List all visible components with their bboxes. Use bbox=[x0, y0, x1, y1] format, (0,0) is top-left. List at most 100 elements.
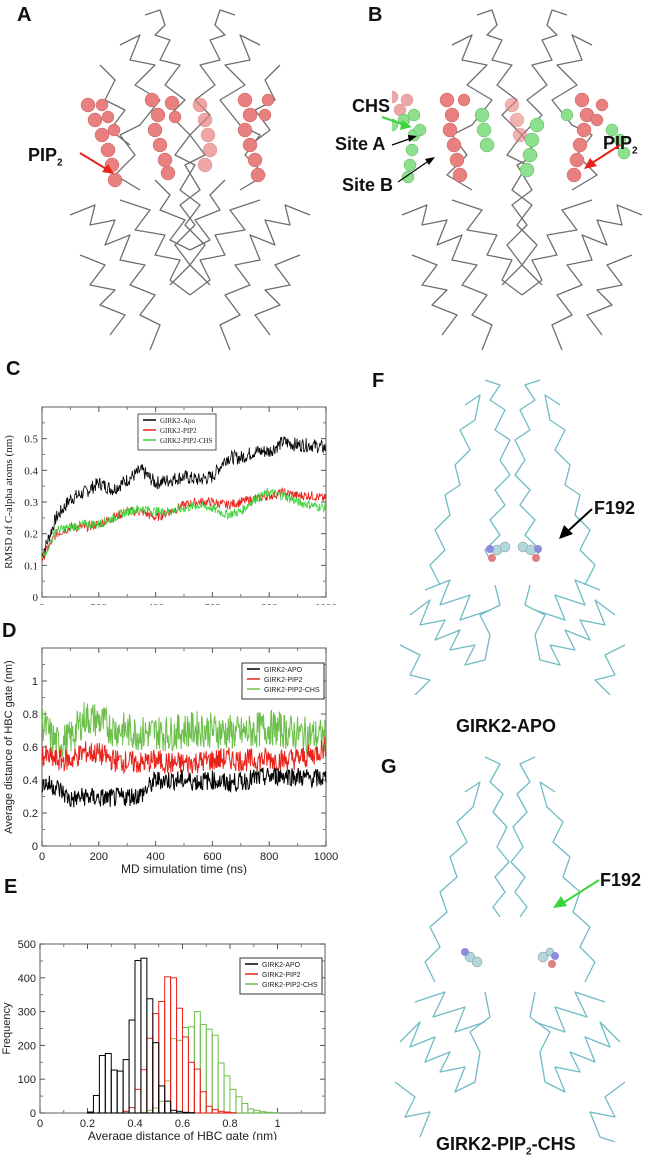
histogram-bar bbox=[122, 1059, 130, 1114]
panel-d-letter: D bbox=[2, 620, 17, 642]
series-line bbox=[41, 736, 327, 775]
histogram-bar bbox=[128, 1019, 136, 1114]
x-tick-label: 200 bbox=[90, 851, 108, 863]
histogram-bar bbox=[193, 1068, 201, 1114]
panel-b-letter: B bbox=[368, 4, 383, 26]
y-axis-label: Average distance of HBC gate (nm) bbox=[3, 660, 15, 833]
histogram-bar bbox=[176, 1110, 183, 1114]
histogram-bar bbox=[199, 1023, 207, 1114]
legend-entry: GIRK2-PIP2 bbox=[262, 972, 301, 979]
panel-b-protein-structure bbox=[392, 9, 643, 351]
y-tick-label: 500 bbox=[18, 939, 36, 951]
series-line bbox=[41, 766, 327, 808]
panel-f-protein-structure bbox=[399, 379, 626, 695]
legend: GIRK2-APO GIRK2-PIP2 GIRK2-PIP2-CHS bbox=[239, 957, 323, 995]
hbc-gate-histogram: 0 0.2 0.4 0.6 0.8 1 0 100 200 300 400 500 Average di… bbox=[1, 939, 326, 1140]
y-tick-label: 300 bbox=[18, 1007, 36, 1019]
legend: GIRK2-Apo GIRK2-PIP2 GIRK2-PIP2-CHS bbox=[137, 413, 217, 451]
histogram-bar bbox=[164, 976, 172, 1114]
caption-girk2-apo: GIRK2-APO bbox=[456, 716, 557, 736]
pip2-arrow-a bbox=[79, 152, 114, 174]
x-tick-label: 0.2 bbox=[80, 1118, 95, 1130]
x-tick-label: 400 bbox=[147, 602, 164, 605]
histogram-bar bbox=[176, 1039, 183, 1114]
histogram-bar bbox=[152, 1042, 160, 1114]
y-tick-label: 0.1 bbox=[24, 560, 38, 572]
histogram-bar bbox=[164, 1100, 172, 1114]
y-tick-label: 0.3 bbox=[24, 497, 38, 509]
y-axis-label: Frequency bbox=[1, 1002, 13, 1054]
histogram-bar bbox=[241, 1103, 249, 1114]
histogram-bar bbox=[158, 1100, 166, 1114]
series-line bbox=[41, 436, 327, 559]
legend: GIRK2-APO GIRK2-PIP2 GIRK2-PIP2-CHS bbox=[241, 662, 325, 700]
legend-entry: GIRK2-Apo bbox=[160, 417, 195, 425]
histogram-bar bbox=[128, 1107, 136, 1114]
f192-spheres-f bbox=[486, 541, 542, 562]
x-tick-label: 600 bbox=[203, 851, 221, 863]
y-tick-label: 0.8 bbox=[23, 709, 38, 721]
histogram-bar bbox=[104, 1053, 112, 1114]
histogram-bar bbox=[182, 1036, 189, 1114]
histogram-bar bbox=[92, 1094, 100, 1114]
y-tick-label: 0.2 bbox=[24, 529, 38, 541]
histogram-bar bbox=[235, 1096, 243, 1114]
y-tick-label: 0 bbox=[32, 841, 38, 853]
histogram-bar bbox=[182, 1111, 189, 1114]
x-tick-label: 0.8 bbox=[222, 1118, 237, 1130]
caption-girk2-pip2-chs: GIRK2-PIP2-CHS bbox=[436, 1134, 576, 1158]
f192-label-f: F192 bbox=[594, 498, 636, 518]
histogram-bar bbox=[140, 957, 148, 1114]
x-tick-label: 800 bbox=[260, 851, 278, 863]
y-tick-label: 0.6 bbox=[23, 742, 38, 754]
chs-label: CHS bbox=[352, 96, 391, 116]
histogram-bar bbox=[176, 1007, 183, 1114]
x-tick-label: 400 bbox=[146, 851, 164, 863]
panel-a-protein-structure bbox=[69, 9, 311, 351]
pip2-spheres-b bbox=[392, 90, 609, 183]
y-tick-label: 1 bbox=[32, 676, 38, 688]
histogram-bar bbox=[146, 998, 154, 1114]
x-tick-label: 0 bbox=[39, 602, 45, 605]
histogram-bar bbox=[134, 960, 142, 1114]
histogram-bar bbox=[98, 1055, 106, 1114]
panel-g-protein-structure bbox=[394, 756, 626, 1142]
histogram-bar bbox=[158, 1085, 166, 1114]
x-axis-label: Average distance of HBC gate (nm) bbox=[88, 1129, 277, 1140]
y-tick-label: 0.4 bbox=[23, 775, 38, 787]
histogram-bar bbox=[229, 1088, 237, 1114]
histogram-bar bbox=[140, 1069, 148, 1114]
histogram-bar bbox=[265, 1111, 273, 1114]
pip2-label-b: PIP2 bbox=[603, 133, 638, 157]
histogram-bar bbox=[187, 1061, 195, 1114]
f192-label-g: F192 bbox=[600, 870, 642, 890]
histogram-bar bbox=[164, 1080, 172, 1114]
x-tick-label: 0.4 bbox=[127, 1118, 142, 1130]
panel-e-letter: E bbox=[4, 876, 18, 898]
histogram-bar bbox=[134, 1088, 142, 1114]
panel-c-letter: C bbox=[6, 358, 21, 380]
y-tick-label: 0.5 bbox=[24, 434, 38, 446]
panel-b-arrows bbox=[381, 116, 621, 183]
histogram-bar bbox=[182, 1026, 189, 1114]
x-tick-label: 1000 bbox=[315, 602, 338, 605]
histogram-bar bbox=[193, 1011, 201, 1114]
histogram-bar bbox=[217, 1062, 225, 1114]
histogram-bar bbox=[152, 1013, 160, 1114]
f192-arrow-f bbox=[559, 508, 593, 539]
site-a-label: Site A bbox=[335, 134, 386, 154]
histogram-bar bbox=[223, 1075, 231, 1114]
x-tick-label: 1 bbox=[274, 1118, 280, 1130]
pip2-label-a: PIP2 bbox=[28, 145, 63, 169]
y-axis-label: RMSD of C-alpha atoms (nm) bbox=[3, 435, 15, 569]
x-tick-label: 600 bbox=[204, 602, 221, 605]
chs-spheres-b bbox=[392, 107, 631, 184]
x-tick-label: 0.6 bbox=[175, 1118, 190, 1130]
panel-a-letter: A bbox=[17, 4, 32, 26]
legend-entry: GIRK2-APO bbox=[264, 667, 303, 674]
hbc-gate-line-chart: 0 200 400 600 800 1000 0 0.2 0.4 0.6 0.8 1 MD simula… bbox=[3, 647, 338, 875]
panel-g-letter: G bbox=[381, 756, 397, 778]
y-tick-label: 0 bbox=[33, 592, 39, 604]
legend-entry: GIRK2-PIP2 bbox=[160, 427, 197, 435]
